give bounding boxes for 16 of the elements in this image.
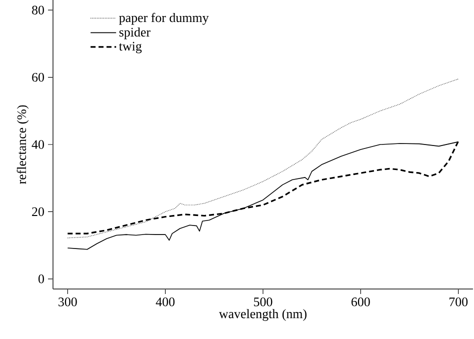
y-tick-label: 60 xyxy=(32,72,44,82)
x-tick-label: 500 xyxy=(254,298,272,306)
legend-label: spider xyxy=(119,27,150,40)
x-tick-label: 700 xyxy=(449,298,468,306)
x-axis-title: wavelength (nm) xyxy=(218,309,306,321)
x-tick-label: 400 xyxy=(156,298,175,306)
line-series xyxy=(67,78,459,238)
x-tick-label: 600 xyxy=(352,298,370,306)
y-tick-label: 40 xyxy=(32,140,44,149)
legend-label: paper for dummy xyxy=(119,12,209,25)
legend-label: twig xyxy=(119,42,142,54)
x-tick-label: 300 xyxy=(58,298,77,306)
y-axis-title: reflectance (%) xyxy=(16,105,29,184)
y-tick-label: 20 xyxy=(32,207,44,216)
y-tick-label: 0 xyxy=(38,274,44,284)
y-tick-label: 80 xyxy=(32,6,44,14)
